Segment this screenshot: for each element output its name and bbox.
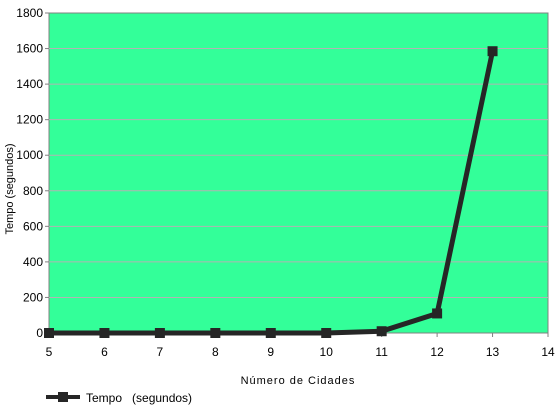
y-tick-labels: 0 200 400 600 800 1000 1200 1400 1600 1800 bbox=[16, 6, 43, 340]
x-tick-label: 11 bbox=[375, 345, 388, 359]
x-tick-label: 9 bbox=[267, 345, 274, 359]
y-tick-label: 1400 bbox=[16, 77, 43, 91]
y-tick-label: 1000 bbox=[16, 148, 43, 162]
y-tick-label: 1600 bbox=[16, 42, 43, 56]
y-tick-label: 0 bbox=[36, 326, 43, 340]
data-point bbox=[432, 308, 443, 319]
x-tick-label: 6 bbox=[101, 345, 108, 359]
x-tick-label: 12 bbox=[430, 345, 444, 359]
y-tick-label: 1800 bbox=[16, 6, 43, 20]
data-point bbox=[376, 326, 387, 337]
y-axis-title: Tempo (segundos) bbox=[4, 143, 16, 234]
data-point bbox=[265, 328, 276, 338]
data-point bbox=[210, 328, 221, 338]
y-tick-label: 600 bbox=[23, 219, 43, 233]
y-tick-label: 400 bbox=[23, 255, 43, 269]
y-tick-label: 1200 bbox=[16, 113, 43, 127]
x-tick-label: 10 bbox=[320, 345, 334, 359]
legend-series-label: Tempo (segundos) bbox=[86, 391, 192, 405]
data-point bbox=[321, 328, 332, 338]
x-axis-title: Número de Cidades bbox=[241, 375, 356, 387]
y-tick-label: 800 bbox=[23, 184, 43, 198]
x-tick-labels: 5 6 7 8 9 10 11 12 13 14 bbox=[46, 345, 555, 359]
x-tick-label: 14 bbox=[541, 345, 555, 359]
x-tick-label: 5 bbox=[46, 345, 53, 359]
x-tick-label: 7 bbox=[157, 345, 164, 359]
x-tick-label: 13 bbox=[486, 345, 500, 359]
x-tick-label: 8 bbox=[212, 345, 219, 359]
legend: Tempo (segundos) bbox=[46, 391, 192, 405]
data-point bbox=[44, 328, 54, 338]
plot-area bbox=[48, 12, 549, 334]
data-point bbox=[487, 46, 498, 57]
data-point bbox=[154, 328, 165, 338]
legend-marker-swatch bbox=[58, 392, 68, 402]
y-tick-label: 200 bbox=[23, 290, 43, 304]
grid-lines bbox=[49, 48, 548, 298]
series-layer bbox=[44, 46, 498, 338]
data-point bbox=[99, 328, 110, 338]
